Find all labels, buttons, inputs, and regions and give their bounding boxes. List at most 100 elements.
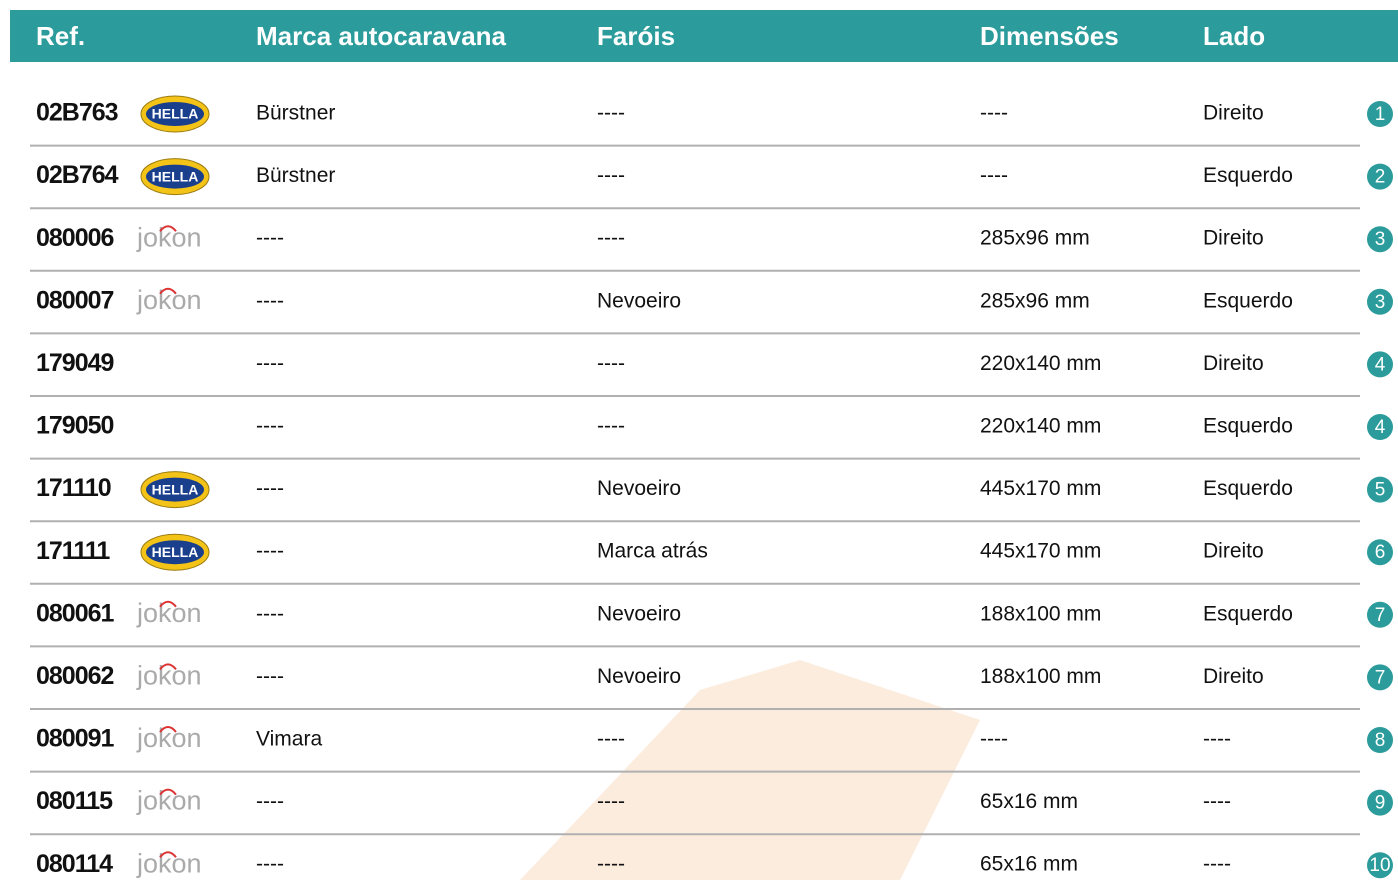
ref: 171111 [36, 537, 110, 565]
cell: ---- [256, 602, 284, 625]
cell: Esquerdo [1203, 477, 1293, 500]
cell: ---- [1203, 853, 1231, 876]
cell: Direito [1203, 102, 1264, 125]
logo-shape [159, 225, 177, 232]
logo: jokon [136, 786, 202, 816]
cell: ---- [597, 790, 625, 813]
cell: Esquerdo [1203, 415, 1293, 438]
header-bar [10, 10, 1398, 62]
ref: 080114 [36, 850, 113, 878]
cell: Direito [1203, 227, 1264, 250]
logo-shape [159, 851, 177, 858]
number-badge [1367, 476, 1393, 503]
cell: ---- [256, 790, 284, 813]
number-badge [1367, 163, 1393, 190]
logo: jokon [136, 723, 202, 753]
number: 5 [1375, 480, 1386, 501]
cell: ---- [256, 289, 284, 312]
logo-shape [146, 540, 204, 565]
cell: 285x96 mm [980, 289, 1090, 312]
logo: HELLA [152, 168, 199, 184]
number-badge [1367, 727, 1393, 753]
logo-shape [146, 102, 204, 126]
number-badge [1367, 226, 1393, 253]
logo: HELLA [152, 481, 199, 497]
cell: 188x100 mm [980, 602, 1101, 625]
cell: ---- [980, 728, 1008, 751]
cell: 445x170 mm [980, 477, 1101, 500]
cell: ---- [597, 728, 625, 751]
logo: jokon [136, 661, 202, 691]
logo: jokon [136, 848, 202, 878]
cell: Nevoeiro [597, 602, 681, 625]
logo-shape [159, 287, 177, 295]
number: 7 [1375, 667, 1386, 688]
watermark [520, 660, 980, 880]
ref: 171110 [36, 474, 111, 502]
cell: ---- [256, 540, 284, 563]
ref: 179049 [36, 349, 114, 377]
cell: Nevoeiro [597, 665, 681, 688]
number: 3 [1375, 229, 1386, 250]
cell: ---- [256, 227, 284, 250]
cell: ---- [256, 352, 284, 375]
logo-shape [159, 788, 177, 796]
number-badge [1367, 288, 1393, 315]
cell: 188x100 mm [980, 665, 1101, 688]
cell: ---- [256, 853, 284, 876]
cell: ---- [1203, 728, 1231, 751]
logo: jokon [136, 285, 202, 315]
cell: ---- [597, 853, 625, 876]
number: 8 [1375, 730, 1386, 751]
cell: 220x140 mm [980, 352, 1101, 375]
logo: jokon [136, 598, 202, 628]
cell: 220x140 mm [980, 415, 1101, 438]
number-badge [1367, 101, 1393, 127]
number-badge [1367, 414, 1393, 440]
cell: ---- [1203, 790, 1231, 813]
logo-shape [146, 164, 204, 189]
cell: 285x96 mm [980, 227, 1090, 250]
logo: HELLA [152, 106, 199, 122]
logo-shape [159, 726, 177, 733]
cell: ---- [980, 102, 1008, 125]
cell: ---- [256, 477, 284, 500]
cell: Nevoeiro [597, 477, 681, 500]
cell: Direito [1203, 665, 1264, 688]
cell: Esquerdo [1203, 289, 1293, 312]
logo-shape [146, 477, 204, 502]
cell: Esquerdo [1203, 602, 1293, 625]
cell: Bürstner [256, 102, 335, 125]
logo: HELLA [152, 544, 199, 560]
number: 4 [1375, 354, 1386, 375]
ref: 080062 [36, 662, 114, 690]
cell: Marca atrás [597, 540, 708, 563]
ref: 080091 [36, 725, 115, 753]
ref: 080061 [36, 599, 115, 627]
column-header: Marca autocaravana [256, 21, 507, 51]
number: 4 [1375, 417, 1386, 438]
number-badge [1367, 664, 1393, 691]
number: 2 [1375, 167, 1386, 188]
cell: Direito [1203, 352, 1264, 375]
cell: ---- [597, 352, 625, 375]
ref: 02B763 [36, 99, 118, 127]
cell: 65x16 mm [980, 853, 1078, 876]
cell: ---- [597, 102, 625, 125]
number: 7 [1375, 605, 1386, 626]
cell: ---- [980, 164, 1008, 187]
number-badge [1367, 351, 1393, 378]
number-badge [1367, 852, 1393, 879]
cell: Nevoeiro [597, 289, 681, 312]
cell: ---- [256, 415, 284, 438]
number: 6 [1375, 542, 1386, 563]
cell: Esquerdo [1203, 164, 1293, 187]
number-badge [1367, 601, 1393, 628]
ref: 080007 [36, 286, 114, 314]
cell: ---- [597, 227, 625, 250]
number: 9 [1375, 793, 1386, 814]
logo-shape [159, 663, 177, 671]
logo: jokon [136, 222, 202, 252]
cell: 445x170 mm [980, 540, 1101, 563]
